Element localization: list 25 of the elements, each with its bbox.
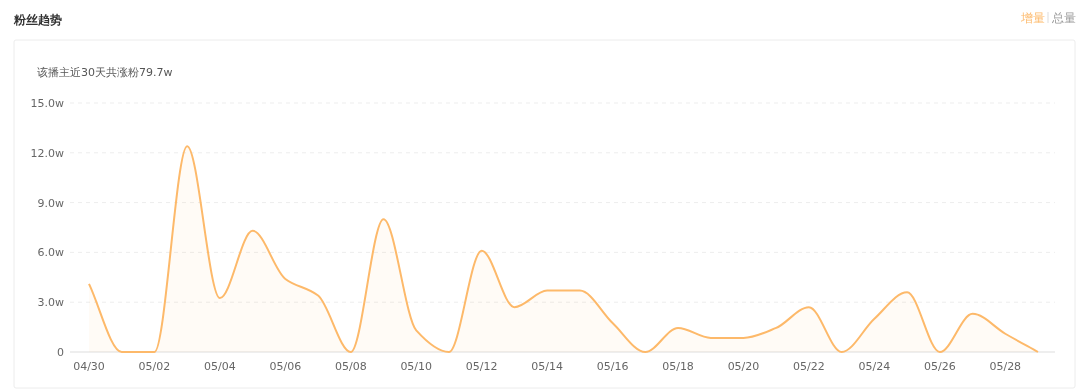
y-tick-label: 15.0w	[30, 97, 64, 110]
x-tick-label: 05/22	[793, 360, 825, 373]
y-tick-label: 0	[57, 346, 64, 359]
x-tick-label: 04/30	[73, 360, 105, 373]
x-tick-label: 05/24	[858, 360, 891, 373]
x-tick-label: 05/12	[465, 360, 498, 373]
y-tick-label: 6.0w	[37, 246, 64, 260]
x-tick-label: 05/14	[531, 360, 563, 373]
x-tick-label: 05/16	[596, 360, 629, 373]
x-tick-label: 05/02	[138, 360, 171, 373]
x-tick-label: 05/06	[269, 360, 302, 373]
x-tick-label: 05/26	[923, 360, 956, 373]
text: 总量	[1051, 11, 1076, 25]
text: 增量	[1020, 11, 1045, 25]
x-tick-label: 05/18	[662, 360, 694, 373]
x-tick-label: 05/10	[400, 360, 433, 373]
x-tick-label: 05/08	[334, 360, 367, 373]
x-tick-label: 05/20	[727, 360, 760, 373]
chart-subtitle: 该播主近30天共涨粉79.7w	[37, 66, 173, 79]
y-tick-label: 12.0w	[30, 146, 64, 160]
chart-title: 粉丝趋势	[13, 13, 62, 27]
y-tick-label: 9.0w	[37, 196, 64, 210]
y-tick-label: 3.0w	[37, 296, 64, 310]
x-tick-label: 05/04	[204, 360, 236, 373]
x-tick-label: 05/28	[989, 360, 1022, 373]
